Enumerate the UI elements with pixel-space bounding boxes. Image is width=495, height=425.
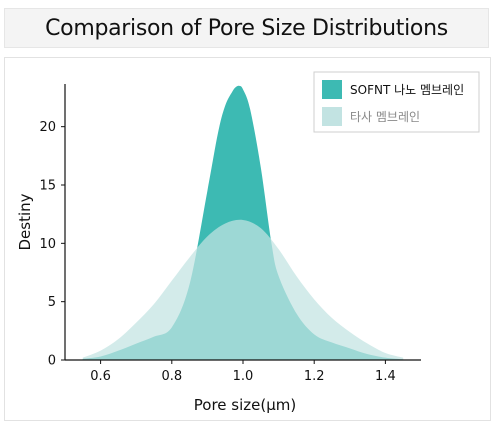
x-tick-label: 1.2 <box>304 369 325 384</box>
series-area-2 <box>82 219 404 360</box>
y-tick-label: 15 <box>39 179 56 194</box>
x-axis-label: Pore size(μm) <box>194 396 296 414</box>
y-tick-label: 5 <box>48 295 56 310</box>
legend-swatch-1 <box>322 80 342 99</box>
chart-title-bar: Comparison of Pore Size Distributions <box>4 8 489 48</box>
x-tick-label: 0.8 <box>161 369 182 384</box>
y-tick-label: 20 <box>39 120 56 135</box>
legend-label-1: SOFNT 나노 멤브레인 <box>350 83 464 97</box>
x-tick-label: 0.6 <box>90 369 111 384</box>
chart-title: Comparison of Pore Size Distributions <box>45 15 448 41</box>
y-axis-label: Destiny <box>16 193 34 250</box>
legend-swatch-2 <box>322 107 342 126</box>
x-tick-label: 1.4 <box>375 369 396 384</box>
x-tick-label: 1.0 <box>233 369 254 384</box>
y-tick-label: 10 <box>39 237 56 252</box>
legend-label-2: 타사 멤브레인 <box>350 110 420 124</box>
y-tick-label: 0 <box>48 354 56 369</box>
